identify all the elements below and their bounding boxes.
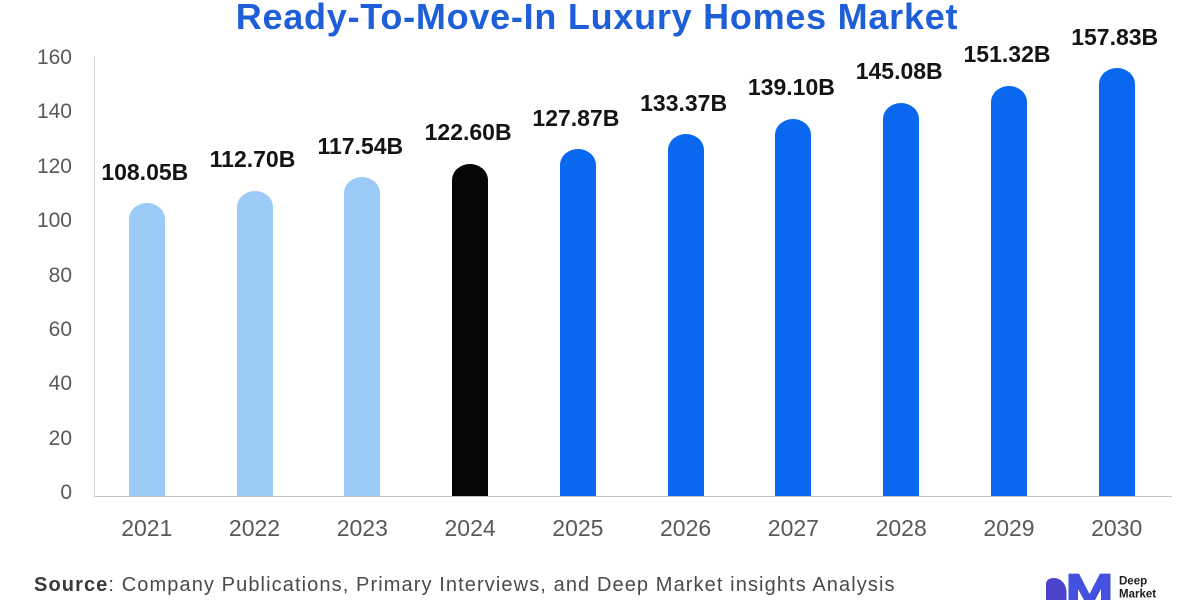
svg-text:Market: Market (1119, 589, 1156, 600)
svg-text:Deep: Deep (1119, 576, 1147, 588)
